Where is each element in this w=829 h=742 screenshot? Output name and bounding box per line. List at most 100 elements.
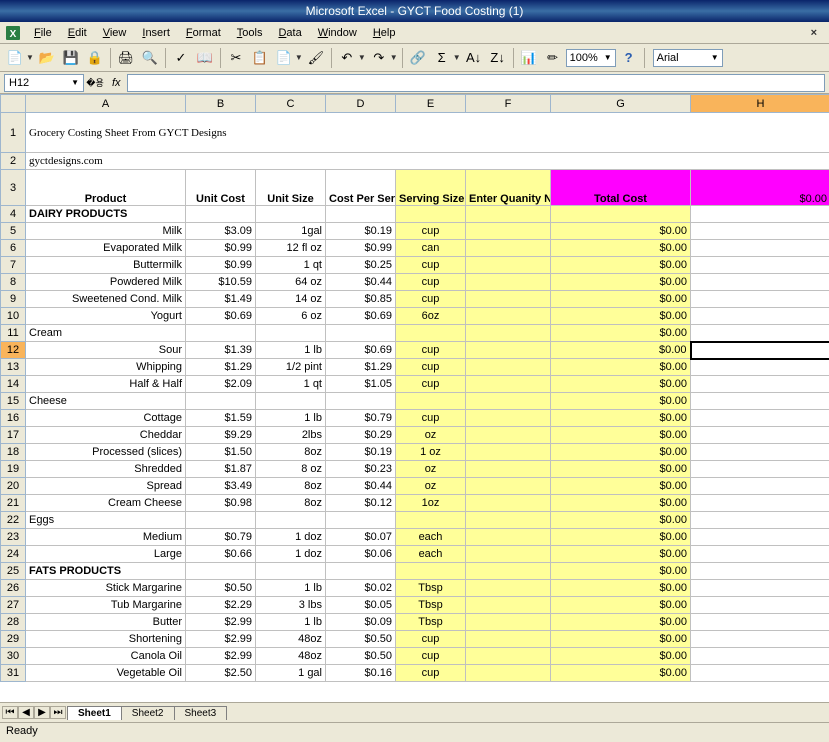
cell-h9[interactable] [691,291,829,308]
cell-h26[interactable] [691,580,829,597]
cell-c26[interactable]: 1 lb [256,580,326,597]
cell-a27[interactable]: Tub Margarine [26,597,186,614]
cell-d23[interactable]: $0.07 [326,529,396,546]
col-header-C[interactable]: C [256,95,326,113]
cell-d24[interactable]: $0.06 [326,546,396,563]
cell-f31[interactable] [466,665,551,682]
cell-d18[interactable]: $0.19 [326,444,396,461]
cell-f21[interactable] [466,495,551,512]
cell-f26[interactable] [466,580,551,597]
cell-a5[interactable]: Milk [26,223,186,240]
cell-h17[interactable] [691,427,829,444]
cell-g21[interactable]: $0.00 [551,495,691,512]
cell-b19[interactable]: $1.87 [186,461,256,478]
row-header-22[interactable]: 22 [1,512,26,529]
cell-f18[interactable] [466,444,551,461]
cell-g29[interactable]: $0.00 [551,631,691,648]
cell-e24[interactable]: each [396,546,466,563]
cell-g20[interactable]: $0.00 [551,478,691,495]
new-icon[interactable]: 📄 [4,47,26,69]
cell-f17[interactable] [466,427,551,444]
cell-h18[interactable] [691,444,829,461]
cell-d26[interactable]: $0.02 [326,580,396,597]
row-header-24[interactable]: 24 [1,546,26,563]
cell-a15[interactable]: Cheese [26,393,186,410]
row-header-14[interactable]: 14 [1,376,26,393]
cell-g25[interactable]: $0.00 [551,563,691,580]
row-header-16[interactable]: 16 [1,410,26,427]
copy-icon[interactable]: 📋 [249,47,271,69]
cell-c18[interactable]: 8oz [256,444,326,461]
cell-g26[interactable]: $0.00 [551,580,691,597]
cell-g11[interactable]: $0.00 [551,325,691,342]
menu-format[interactable]: Format [178,25,229,41]
cell-c16[interactable]: 1 lb [256,410,326,427]
cell-a26[interactable]: Stick Margarine [26,580,186,597]
cell-d12[interactable]: $0.69 [326,342,396,359]
cell-b17[interactable]: $9.29 [186,427,256,444]
sheet-tab-sheet2[interactable]: Sheet2 [121,706,175,720]
row-header-30[interactable]: 30 [1,648,26,665]
row-header-15[interactable]: 15 [1,393,26,410]
help-icon[interactable]: ? [618,47,640,69]
cell-h27[interactable] [691,597,829,614]
cell-e31[interactable]: cup [396,665,466,682]
sheet-tab-sheet1[interactable]: Sheet1 [67,706,122,720]
cell-h6[interactable] [691,240,829,257]
col-header-E[interactable]: E [396,95,466,113]
permission-icon[interactable]: 🔒 [84,47,106,69]
cell-e20[interactable]: oz [396,478,466,495]
undo-icon[interactable]: ↶ [336,47,358,69]
sort-desc-icon[interactable]: Z↓ [487,47,509,69]
cell-b14[interactable]: $2.09 [186,376,256,393]
cell-d4[interactable] [326,206,396,223]
cell-a18[interactable]: Processed (slices) [26,444,186,461]
row-header-31[interactable]: 31 [1,665,26,682]
cell-b9[interactable]: $1.49 [186,291,256,308]
tab-prev-icon[interactable]: ◀ [18,706,34,719]
cell-b22[interactable] [186,512,256,529]
menu-insert[interactable]: Insert [134,25,178,41]
cell-g22[interactable]: $0.00 [551,512,691,529]
cell-d20[interactable]: $0.44 [326,478,396,495]
cell-f16[interactable] [466,410,551,427]
cell-e26[interactable]: Tbsp [396,580,466,597]
cell-f20[interactable] [466,478,551,495]
cell-g10[interactable]: $0.00 [551,308,691,325]
cell-f15[interactable] [466,393,551,410]
cell-c21[interactable]: 8oz [256,495,326,512]
sheet-tab-sheet3[interactable]: Sheet3 [174,706,228,720]
cell-b25[interactable] [186,563,256,580]
cell-b5[interactable]: $3.09 [186,223,256,240]
cell-d11[interactable] [326,325,396,342]
cell-b28[interactable]: $2.99 [186,614,256,631]
cell-b13[interactable]: $1.29 [186,359,256,376]
cell-g15[interactable]: $0.00 [551,393,691,410]
cell-e13[interactable]: cup [396,359,466,376]
cell-h13[interactable] [691,359,829,376]
cell-a22[interactable]: Eggs [26,512,186,529]
menu-edit[interactable]: Edit [60,25,95,41]
cell-c5[interactable]: 1gal [256,223,326,240]
formula-input[interactable] [127,74,825,92]
print-icon[interactable]: 🖨 [115,47,137,69]
cell-a21[interactable]: Cream Cheese [26,495,186,512]
cell-f24[interactable] [466,546,551,563]
autosum-icon[interactable]: Σ [431,47,453,69]
menu-close-icon[interactable]: × [803,27,825,39]
cell-d19[interactable]: $0.23 [326,461,396,478]
cell-e21[interactable]: 1oz [396,495,466,512]
cell-b7[interactable]: $0.99 [186,257,256,274]
cell-e10[interactable]: 6oz [396,308,466,325]
cell-h21[interactable] [691,495,829,512]
cell-g12[interactable]: $0.00 [551,342,691,359]
cell-f22[interactable] [466,512,551,529]
cell-f29[interactable] [466,631,551,648]
cell-b6[interactable]: $0.99 [186,240,256,257]
cell-c13[interactable]: 1/2 pint [256,359,326,376]
cell-f13[interactable] [466,359,551,376]
col-header-F[interactable]: F [466,95,551,113]
row-header-18[interactable]: 18 [1,444,26,461]
cell-f5[interactable] [466,223,551,240]
cell-c31[interactable]: 1 gal [256,665,326,682]
